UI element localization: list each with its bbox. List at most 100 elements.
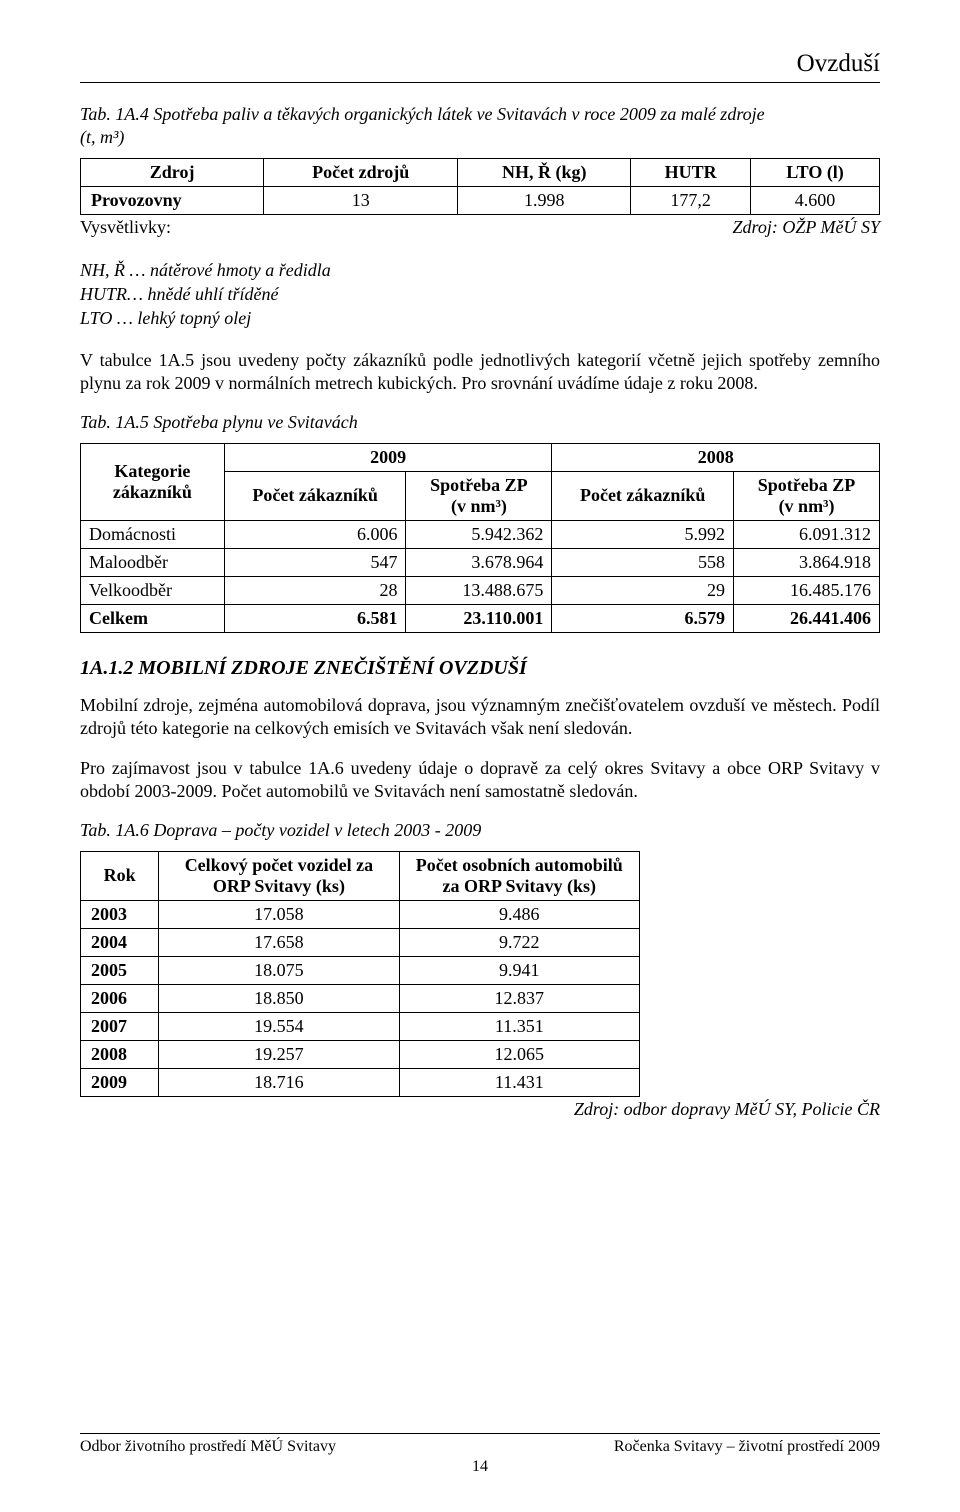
footer-rule bbox=[80, 1433, 880, 1434]
t2-r0-sp1: 5.942.362 bbox=[406, 520, 552, 548]
table-row: Provozovny 13 1.998 177,2 4.600 bbox=[81, 186, 880, 214]
t3-r1-y: 2004 bbox=[81, 928, 159, 956]
table-row: 2009 18.716 11.431 bbox=[81, 1068, 640, 1096]
t3-r0-b: 9.486 bbox=[399, 900, 639, 928]
t3-r0-a: 17.058 bbox=[159, 900, 399, 928]
table1-row-lto: 4.600 bbox=[751, 186, 880, 214]
t3-r2-a: 18.075 bbox=[159, 956, 399, 984]
t3-col-rok: Rok bbox=[81, 851, 159, 900]
sp-line2: (v nm³) bbox=[451, 496, 507, 516]
t3-r6-b: 11.431 bbox=[399, 1068, 639, 1096]
def-line: LTO … lehký topný olej bbox=[80, 306, 880, 330]
sp-line2: (v nm³) bbox=[779, 496, 835, 516]
page-footer: Odbor životního prostředí MěÚ Svitavy Ro… bbox=[80, 1433, 880, 1476]
table2-sub-pz1: Počet zákazníků bbox=[224, 471, 406, 520]
table1-col-lto: LTO (l) bbox=[751, 158, 880, 186]
table1-caption: Tab. 1A.4 Spotřeba paliv a těkavých orga… bbox=[80, 103, 880, 150]
table-row: 2007 19.554 11.351 bbox=[81, 1012, 640, 1040]
table3: Rok Celkový počet vozidel za ORP Svitavy… bbox=[80, 851, 640, 1097]
table-row: Velkoodběr 28 13.488.675 29 16.485.176 bbox=[81, 576, 880, 604]
table1: Zdroj Počet zdrojů NH, Ř (kg) HUTR LTO (… bbox=[80, 158, 880, 215]
t3-r5-y: 2008 bbox=[81, 1040, 159, 1068]
t2-total-pz1: 6.581 bbox=[224, 604, 406, 632]
t3-r2-b: 9.941 bbox=[399, 956, 639, 984]
t2-r2-label: Velkoodběr bbox=[81, 576, 225, 604]
table-row: Maloodběr 547 3.678.964 558 3.864.918 bbox=[81, 548, 880, 576]
header-rule bbox=[80, 82, 880, 83]
explain-label: Vysvětlivky: bbox=[80, 217, 171, 238]
t3-r6-y: 2009 bbox=[81, 1068, 159, 1096]
page-number: 14 bbox=[80, 1458, 880, 1476]
t2-r1-sp2: 3.864.918 bbox=[734, 548, 880, 576]
table1-source: Zdroj: OŽP MěÚ SY bbox=[732, 217, 880, 238]
table1-col-nh: NH, Ř (kg) bbox=[458, 158, 631, 186]
t3-r5-a: 19.257 bbox=[159, 1040, 399, 1068]
table3-source: Zdroj: odbor dopravy MěÚ SY, Policie ČR bbox=[80, 1099, 880, 1120]
def-line: NH, Ř … nátěrové hmoty a ředidla bbox=[80, 258, 880, 282]
t3-col-total: Celkový počet vozidel za ORP Svitavy (ks… bbox=[159, 851, 399, 900]
t2-total-sp2: 26.441.406 bbox=[734, 604, 880, 632]
table1-caption-text: Tab. 1A.4 Spotřeba paliv a těkavých orga… bbox=[80, 104, 765, 124]
t3-r1-b: 9.722 bbox=[399, 928, 639, 956]
t2-r0-label: Domácnosti bbox=[81, 520, 225, 548]
t3-r5-b: 12.065 bbox=[399, 1040, 639, 1068]
table-row: 2008 19.257 12.065 bbox=[81, 1040, 640, 1068]
t3-r0-y: 2003 bbox=[81, 900, 159, 928]
table2-sub-pz2: Počet zákazníků bbox=[552, 471, 734, 520]
t3-r3-b: 12.837 bbox=[399, 984, 639, 1012]
table-row-total: Celkem 6.581 23.110.001 6.579 26.441.406 bbox=[81, 604, 880, 632]
table-row: 2006 18.850 12.837 bbox=[81, 984, 640, 1012]
t3-r3-a: 18.850 bbox=[159, 984, 399, 1012]
t2-r1-pz2: 558 bbox=[552, 548, 734, 576]
t2-r2-pz2: 29 bbox=[552, 576, 734, 604]
t3-r4-a: 19.554 bbox=[159, 1012, 399, 1040]
t2-r0-pz2: 5.992 bbox=[552, 520, 734, 548]
table-row: 2004 17.658 9.722 bbox=[81, 928, 640, 956]
table-row: 2003 17.058 9.486 bbox=[81, 900, 640, 928]
t2-total-sp1: 23.110.001 bbox=[406, 604, 552, 632]
table2-col-2009: 2009 bbox=[224, 443, 552, 471]
table3-caption: Tab. 1A.6 Doprava – počty vozidel v lete… bbox=[80, 819, 880, 842]
t2-r0-pz1: 6.006 bbox=[224, 520, 406, 548]
table1-row-hutr: 177,2 bbox=[631, 186, 751, 214]
sp-line1: Spotřeba ZP bbox=[758, 475, 856, 495]
sp-line1: Spotřeba ZP bbox=[430, 475, 528, 495]
t3-r4-b: 11.351 bbox=[399, 1012, 639, 1040]
t3-col-cars: Počet osobních automobilů za ORP Svitavy… bbox=[399, 851, 639, 900]
t3-r2-y: 2005 bbox=[81, 956, 159, 984]
t3-r3-y: 2006 bbox=[81, 984, 159, 1012]
table2: Kategorie zákazníků 2009 2008 Počet záka… bbox=[80, 443, 880, 633]
table1-row-label: Provozovny bbox=[81, 186, 264, 214]
table-row: Domácnosti 6.006 5.942.362 5.992 6.091.3… bbox=[81, 520, 880, 548]
paragraph: Mobilní zdroje, zejména automobilová dop… bbox=[80, 694, 880, 741]
subheading: 1A.1.2 MOBILNÍ ZDROJE ZNEČIŠTĚNÍ OVZDUŠÍ bbox=[80, 657, 880, 680]
footer-left: Odbor životního prostředí MěÚ Svitavy bbox=[80, 1438, 336, 1456]
page: Ovzduší Tab. 1A.4 Spotřeba paliv a těkav… bbox=[0, 0, 960, 1512]
t2-total-label: Celkem bbox=[81, 604, 225, 632]
t2-r2-pz1: 28 bbox=[224, 576, 406, 604]
table2-col-cat: Kategorie zákazníků bbox=[81, 443, 225, 520]
table-row: 2005 18.075 9.941 bbox=[81, 956, 640, 984]
t3-r4-y: 2007 bbox=[81, 1012, 159, 1040]
table1-col-zdroj: Zdroj bbox=[81, 158, 264, 186]
definitions: NH, Ř … nátěrové hmoty a ředidla HUTR… h… bbox=[80, 258, 880, 331]
def-line: HUTR… hnědé uhlí tříděné bbox=[80, 282, 880, 306]
t2-total-pz2: 6.579 bbox=[552, 604, 734, 632]
table2-sub-sp2: Spotřeba ZP (v nm³) bbox=[734, 471, 880, 520]
table1-col-pocet: Počet zdrojů bbox=[264, 158, 458, 186]
table1-row-count: 13 bbox=[264, 186, 458, 214]
table2-sub-sp1: Spotřeba ZP (v nm³) bbox=[406, 471, 552, 520]
t2-r1-label: Maloodběr bbox=[81, 548, 225, 576]
paragraph: Pro zajímavost jsou v tabulce 1A.6 uvede… bbox=[80, 757, 880, 804]
t2-r2-sp1: 13.488.675 bbox=[406, 576, 552, 604]
table2-caption: Tab. 1A.5 Spotřeba plynu ve Svitavách bbox=[80, 411, 880, 434]
paragraph: V tabulce 1A.5 jsou uvedeny počty zákazn… bbox=[80, 349, 880, 396]
t2-r1-sp1: 3.678.964 bbox=[406, 548, 552, 576]
table1-col-hutr: HUTR bbox=[631, 158, 751, 186]
t2-r0-sp2: 6.091.312 bbox=[734, 520, 880, 548]
table1-row-nh: 1.998 bbox=[458, 186, 631, 214]
t3-r1-a: 17.658 bbox=[159, 928, 399, 956]
t3-r6-a: 18.716 bbox=[159, 1068, 399, 1096]
section-title: Ovzduší bbox=[80, 50, 880, 78]
table1-caption-unit: (t, m³) bbox=[80, 127, 124, 147]
